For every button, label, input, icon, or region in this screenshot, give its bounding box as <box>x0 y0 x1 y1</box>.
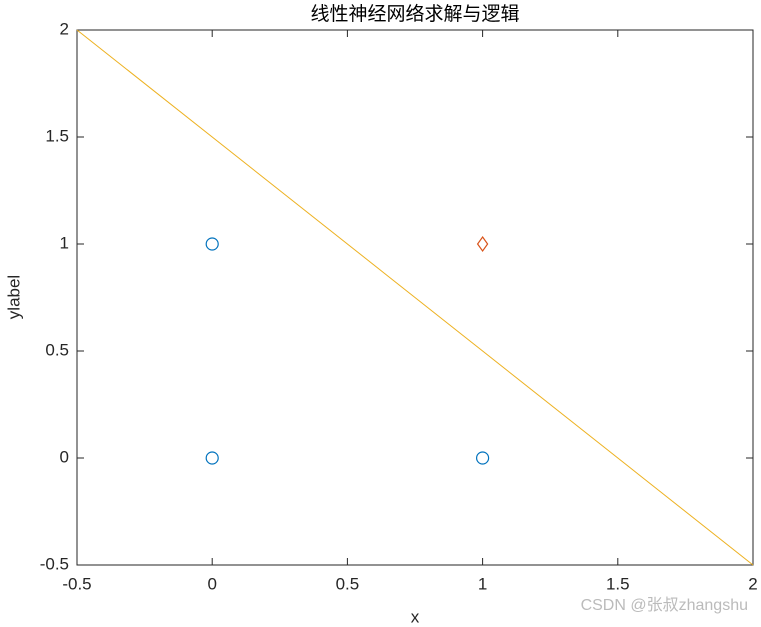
y-tick-label: 0.5 <box>45 340 69 359</box>
chart-title: 线性神经网络求解与逻辑 <box>310 3 519 25</box>
x-axis-label: x <box>411 607 420 626</box>
point <box>205 237 219 251</box>
x-tick-label: 0.5 <box>336 574 360 593</box>
watermark: CSDN @张叔zhangshu <box>581 596 748 614</box>
x-tick-label: 1 <box>478 574 487 593</box>
x-tick-label: 1.5 <box>606 574 630 593</box>
y-tick-label: 1.5 <box>45 126 69 145</box>
y-axis-label: ylabel <box>4 275 23 319</box>
point <box>205 451 219 465</box>
y-tick-label: -0.5 <box>40 554 69 573</box>
point <box>476 451 490 465</box>
x-tick-label: 2 <box>748 574 757 593</box>
plot-frame <box>76 29 754 566</box>
line <box>76 29 754 566</box>
point <box>476 235 489 253</box>
y-tick-label: 0 <box>60 447 69 466</box>
x-tick-label: 0 <box>207 574 216 593</box>
x-tick-label: -0.5 <box>62 574 91 593</box>
y-tick-label: 2 <box>60 19 69 38</box>
y-tick-label: 1 <box>60 233 69 252</box>
